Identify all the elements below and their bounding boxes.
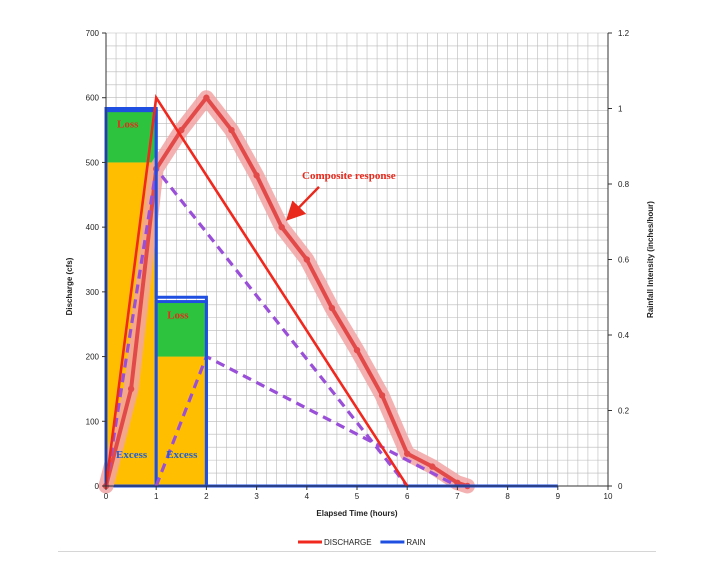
composite-response-point (253, 172, 260, 179)
x-tick-label: 7 (455, 492, 460, 501)
y2-tick-label: 0.8 (618, 180, 630, 189)
y-tick-label: 100 (86, 417, 100, 426)
composite-response-point (303, 256, 310, 263)
x-tick-label: 10 (604, 492, 613, 501)
chart-axes (102, 32, 612, 490)
x-tick-label: 6 (405, 492, 410, 501)
y-tick-label: 0 (95, 482, 100, 491)
rain-excess-label: Excess (166, 449, 198, 461)
composite-response-point (328, 304, 336, 312)
chart-legend: DISCHARGE RAIN (298, 538, 426, 547)
bottom-divider (58, 551, 656, 552)
x-tick-label: 9 (556, 492, 561, 501)
rain-loss-block (156, 301, 207, 357)
y-tick-label: 500 (86, 158, 100, 167)
composite-response-point (378, 392, 386, 399)
y2-tick-label: 0 (618, 482, 623, 491)
y2-axis-title: Rainfall Intensity (inches/hour) (646, 201, 655, 318)
x-tick-label: 4 (305, 492, 310, 501)
x-tick-label: 8 (505, 492, 510, 501)
legend-label: RAIN (406, 538, 425, 547)
x-tick-label: 0 (104, 492, 109, 501)
x-tick-label: 1 (154, 492, 159, 501)
composite-response-point (353, 346, 361, 354)
discharge-series-line (104, 94, 409, 487)
composite-response-series (98, 90, 475, 494)
y-tick-label: 700 (86, 29, 100, 38)
y2-tick-label: 0.2 (618, 407, 630, 416)
y2-tick-label: 0.6 (618, 256, 630, 265)
composite-response-point (278, 223, 285, 231)
x-tick-label: 5 (355, 492, 360, 501)
composite-response-point (228, 126, 235, 134)
composite-response-point (203, 94, 210, 101)
legend-label: DISCHARGE (324, 538, 372, 547)
composite-response-point (178, 126, 185, 134)
rain-excess-label: Excess (116, 449, 148, 461)
rain-loss-label: Loss (117, 119, 139, 131)
composite-response-annotation: Composite response (302, 170, 396, 182)
y-tick-label: 400 (86, 223, 100, 232)
x-axis-title: Elapsed Time (hours) (316, 509, 398, 518)
rain-loss-label: Loss (167, 310, 189, 322)
composite-response-point (454, 479, 461, 486)
composite-response-point (127, 385, 135, 393)
y-axis-title: Discharge (cfs) (65, 257, 74, 315)
y2-tick-label: 1 (618, 105, 623, 114)
x-tick-label: 2 (204, 492, 209, 501)
composite-response-point (429, 463, 436, 470)
x-tick-label: 3 (254, 492, 259, 501)
composite-response-point (404, 450, 411, 457)
y2-tick-label: 1.2 (618, 29, 630, 38)
y-tick-label: 200 (86, 353, 100, 362)
composite-response-line (104, 95, 470, 488)
y-tick-label: 600 (86, 94, 100, 103)
y-tick-label: 300 (86, 288, 100, 297)
annotation-arrow (285, 186, 320, 221)
y2-tick-label: 0.4 (618, 331, 630, 340)
